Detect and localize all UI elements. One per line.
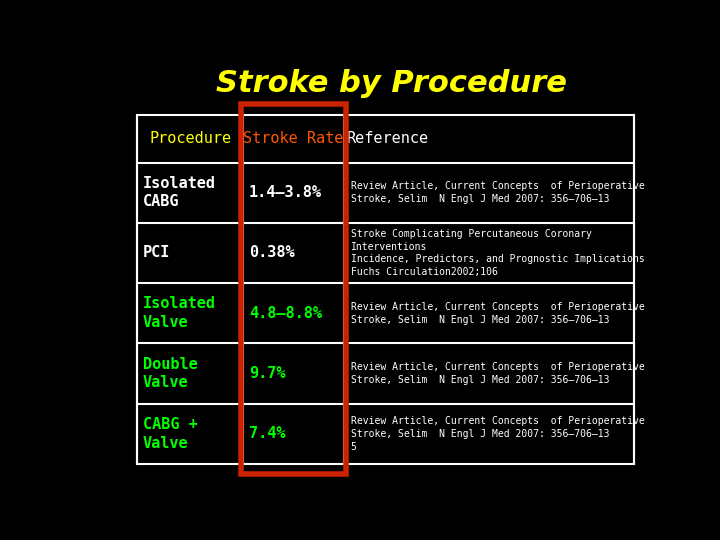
Text: Isolated
Valve: Isolated Valve xyxy=(143,296,216,330)
Text: Review Article, Current Concepts  of Perioperative
Stroke, Selim  N Engl J Med 2: Review Article, Current Concepts of Peri… xyxy=(351,362,644,385)
Text: Review Article, Current Concepts  of Perioperative
Stroke, Selim  N Engl J Med 2: Review Article, Current Concepts of Peri… xyxy=(351,302,644,325)
Bar xyxy=(138,114,634,464)
Text: 4.8–8.8%: 4.8–8.8% xyxy=(249,306,322,321)
Text: Double
Valve: Double Valve xyxy=(143,357,198,390)
Text: PCI: PCI xyxy=(143,246,171,260)
Text: Review Article, Current Concepts  of Perioperative
Stroke, Selim  N Engl J Med 2: Review Article, Current Concepts of Peri… xyxy=(351,416,644,451)
Text: 1.4–3.8%: 1.4–3.8% xyxy=(249,185,322,200)
Text: Stroke by Procedure: Stroke by Procedure xyxy=(216,69,567,98)
Text: Stroke Complicating Percutaneous Coronary
Interventions
Incidence, Predictors, a: Stroke Complicating Percutaneous Coronar… xyxy=(351,229,644,277)
Text: CABG +
Valve: CABG + Valve xyxy=(143,417,198,450)
Bar xyxy=(241,104,346,474)
Text: Procedure: Procedure xyxy=(149,131,232,146)
Text: Stroke Rate: Stroke Rate xyxy=(243,131,344,146)
Text: Isolated
CABG: Isolated CABG xyxy=(143,176,216,210)
Text: 7.4%: 7.4% xyxy=(249,426,286,441)
Text: Reference: Reference xyxy=(347,131,429,146)
Text: 9.7%: 9.7% xyxy=(249,366,286,381)
Text: Review Article, Current Concepts  of Perioperative
Stroke, Selim  N Engl J Med 2: Review Article, Current Concepts of Peri… xyxy=(351,181,644,204)
Text: 0.38%: 0.38% xyxy=(249,246,294,260)
